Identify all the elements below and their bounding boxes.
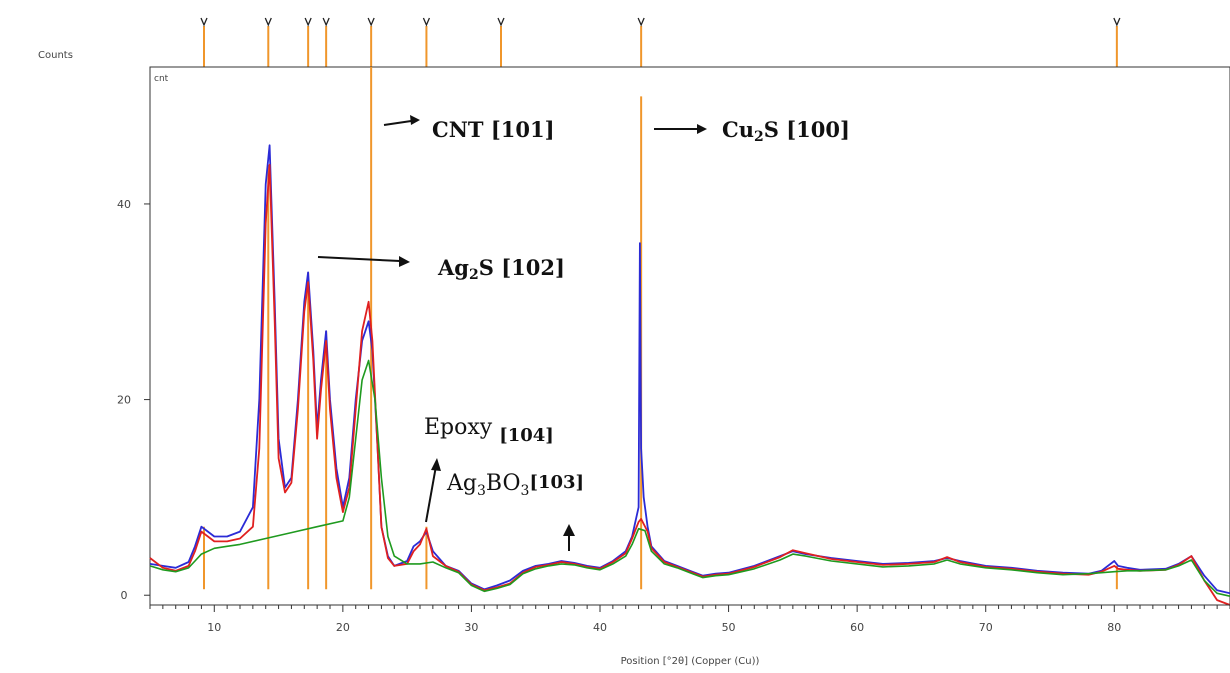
reflection-marker-tick — [1113, 17, 1121, 27]
annotation-label-cu2s: Cu2S [100] — [722, 117, 850, 145]
annotation-label-ag3bo3: Ag3BO3[103] — [446, 471, 584, 499]
annotation-rest-ag3bo3: BO — [486, 471, 521, 496]
y-axis: 0 20 40 — [117, 198, 150, 602]
x-tick-label: 60 — [850, 621, 864, 634]
reflection-marker-tick — [264, 17, 272, 27]
annotation-sub-cu2s: 2 — [754, 129, 764, 145]
annotation-text-ag3bo3: Ag — [446, 471, 477, 496]
y-tick-label: 20 — [117, 394, 131, 407]
y-axis-title: Counts — [38, 50, 73, 61]
arrowhead-ag2s — [399, 256, 410, 267]
reflection-marker-tick — [200, 17, 208, 27]
annotation-epoxy: Epoxy [104] — [424, 415, 554, 446]
reflection-marker-tick — [322, 17, 330, 27]
series-line-calculated — [149, 163, 1230, 606]
x-tick-label: 80 — [1107, 621, 1121, 634]
annotation-ag2s: Ag2S [102] — [317, 255, 565, 283]
annotation-text-ag2s: Ag — [437, 255, 469, 280]
annotation-sub-ag3bo3: 3 — [477, 483, 486, 499]
x-tick-label: 50 — [722, 621, 736, 634]
annotation-cnt101: CNT [101] — [383, 115, 555, 142]
arrowhead-ag3bo3-b — [563, 524, 575, 536]
series-line-observed — [149, 144, 1230, 595]
annotation-text-cu2s: Cu — [722, 117, 754, 142]
plot-label: cnt — [154, 74, 169, 84]
x-axis: 10 20 30 40 50 60 70 80 — [149, 604, 1230, 634]
annotation-text-cnt101: CNT — [432, 117, 491, 142]
annotation-index-cu2s: [100] — [786, 117, 850, 142]
reflection-sticks — [203, 67, 1118, 590]
annotation-rest-cu2s: S — [764, 117, 786, 142]
x-tick-label: 20 — [336, 621, 350, 634]
x-tick-label: 40 — [593, 621, 607, 634]
arrowhead-cnt101 — [410, 115, 420, 125]
annotation-label-ag2s: Ag2S [102] — [437, 255, 565, 283]
annotation-rest-ag2s: S — [479, 255, 501, 280]
x-tick-label: 30 — [464, 621, 478, 634]
annotation-index-ag2s: [102] — [501, 255, 565, 280]
series-group — [149, 144, 1230, 606]
series-line-background — [149, 359, 1230, 597]
annotation-index-ag3bo3: [103] — [529, 472, 584, 493]
annotation-sub2-ag3bo3: 3 — [521, 483, 530, 499]
y-tick-label: 0 — [121, 589, 128, 602]
reflection-marker-tick — [367, 17, 375, 27]
reflection-marker-tick — [422, 17, 431, 27]
arrowhead-cu2s — [697, 124, 707, 134]
marker-strip — [200, 17, 1121, 67]
annotation-index-epoxy: [104] — [499, 425, 554, 446]
x-tick-label: 10 — [207, 621, 221, 634]
x-tick-label: 70 — [979, 621, 993, 634]
reflection-marker-tick — [497, 17, 505, 27]
reflection-marker-tick — [637, 17, 645, 27]
arrowhead-ag3bo3-a — [431, 458, 441, 471]
annotation-index-cnt101: [101] — [491, 117, 555, 142]
annotation-sub-ag2s: 2 — [469, 267, 479, 283]
arrow-ag2s — [317, 256, 401, 262]
arrow-ag3bo3-a — [425, 465, 437, 523]
reflection-marker-tick — [304, 17, 312, 27]
annotation-label-cnt101: CNT [101] — [432, 117, 555, 142]
annotation-label-epoxy: Epoxy [104] — [424, 415, 554, 446]
y-tick-label: 40 — [117, 198, 131, 211]
annotation-text-epoxy: Epoxy — [424, 415, 499, 440]
x-axis-title: Position [°2θ] (Copper (Cu)) — [621, 656, 760, 667]
annotation-cu2s: Cu2S [100] — [654, 117, 850, 145]
annotation-ag3bo3: Ag3BO3[103] — [425, 458, 584, 551]
